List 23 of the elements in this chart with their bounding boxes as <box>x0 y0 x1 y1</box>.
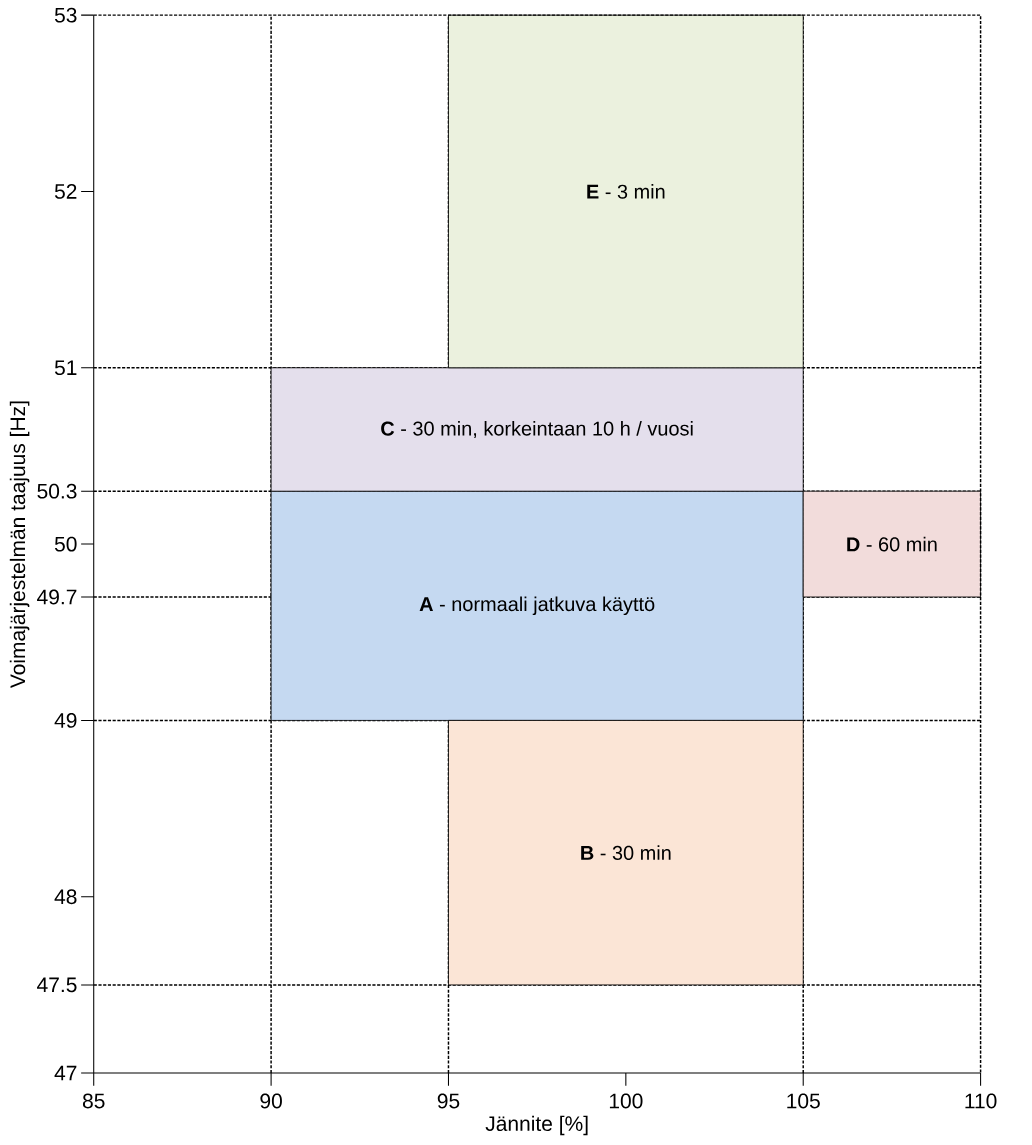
y-axis-title: Voimajärjestelmän taajuus [Hz] <box>9 401 30 689</box>
x-tick-label: 110 <box>965 1093 997 1109</box>
x-tick-label: 90 <box>260 1093 282 1109</box>
y-tick-label: 52 <box>54 184 77 199</box>
y-tick-label: 50.3 <box>37 483 77 499</box>
x-tick-label: 95 <box>437 1093 460 1109</box>
series-label: C - 30 min, korkeintaan 10 h / vuosi <box>381 420 693 438</box>
series-label: A - normaali jatkuva käyttö <box>419 596 655 616</box>
series-label: B - 30 min <box>581 845 671 860</box>
y-tick-label: 49 <box>54 712 77 728</box>
y-tick-label: 49.7 <box>36 589 77 605</box>
x-tick-label: 105 <box>787 1093 820 1109</box>
y-tick-label: 50 <box>54 536 77 552</box>
series-label: D - 60 min <box>847 536 937 552</box>
x-tick-label: 100 <box>609 1093 643 1109</box>
series-label: E - 3 min <box>587 184 665 199</box>
y-tick-label: 51 <box>54 360 77 376</box>
x-axis-title: Jännite [%] <box>485 1115 588 1136</box>
y-tick-label: 47.5 <box>36 977 77 993</box>
y-tick-label: 47 <box>54 1065 77 1081</box>
y-tick-label: 48 <box>54 889 77 905</box>
x-tick-label: 85 <box>82 1093 105 1109</box>
y-tick-label: 53 <box>54 7 77 23</box>
